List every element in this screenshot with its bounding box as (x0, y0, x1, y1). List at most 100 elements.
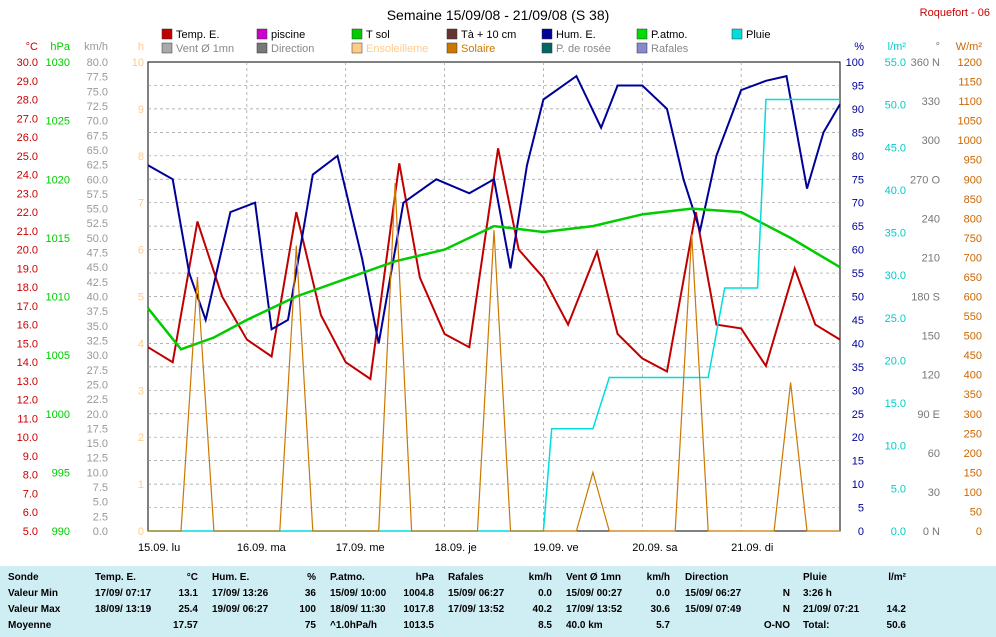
pressure-axis-unit: hPa (50, 41, 70, 53)
stats-header-rain-unit: l/m² (888, 572, 906, 583)
pressure-axis-tick: 1030 (46, 57, 70, 69)
solar-axis-tick: 200 (964, 448, 982, 460)
temp-axis-tick: 23.0 (17, 188, 38, 200)
stats-temp-value: 25.4 (178, 604, 198, 615)
stats-header-rain: Pluie (803, 572, 827, 583)
station-name: Roquefort - 06 (920, 7, 990, 19)
direction-axis-tick: 0 N (923, 526, 940, 538)
wind-axis-tick: 57.5 (87, 189, 108, 201)
temp-axis-tick: 26.0 (17, 132, 38, 144)
humidity-axis-tick: 85 (852, 127, 864, 139)
pressure-axis-tick: 1015 (46, 233, 70, 245)
rain-axis-tick: 0.0 (891, 526, 906, 538)
legend-label: Direction (271, 43, 314, 55)
temp-axis-tick: 10.0 (17, 432, 38, 444)
stats-dir-value: N (782, 604, 790, 615)
pressure-axis-tick: 1005 (46, 350, 70, 362)
legend-label: Solaire (461, 43, 495, 55)
legend-swatch (351, 42, 363, 54)
stats-dir-time: 15/09/ 06:27 (685, 588, 742, 599)
stats-header-wind: Vent Ø 1mn (566, 572, 622, 583)
humidity-axis-tick: 5 (858, 503, 864, 515)
temp-axis-tick: 21.0 (17, 226, 38, 238)
legend-label: T sol (366, 29, 390, 41)
temp-axis-tick: 7.0 (23, 488, 38, 500)
humidity-axis-tick: 35 (852, 362, 864, 374)
wind-axis-tick: 50.0 (87, 233, 108, 245)
statistics-table: Sonde Temp. E. °C Hum. E. % P.atmo. hPa … (0, 566, 996, 637)
humidity-axis-tick: 15 (852, 456, 864, 468)
solar-axis-tick: 1200 (958, 57, 982, 69)
solar-axis-tick: 350 (964, 389, 982, 401)
solar-axis-unit: W/m² (956, 41, 983, 53)
stats-hum-value: 100 (299, 604, 316, 615)
rain-axis-tick: 10.0 (885, 441, 906, 453)
stats-dir-value: N (782, 588, 790, 599)
wind-axis-tick: 30.0 (87, 350, 108, 362)
stats-header-sonde: Sonde (8, 572, 39, 583)
stats-temp-value: 17.57 (172, 620, 198, 631)
stats-header-temp: Temp. E. (95, 572, 136, 583)
day-label: 21.09. di (731, 542, 773, 554)
temp-axis-tick: 20.0 (17, 245, 38, 257)
series-line-temp-e (147, 148, 841, 381)
direction-axis-tick: 300 (922, 135, 940, 147)
sun-axis-tick: 9 (138, 104, 144, 116)
wind-axis-tick: 20.0 (87, 409, 108, 421)
humidity-axis-tick: 100 (846, 57, 864, 69)
pressure-axis-tick: 990 (52, 526, 70, 538)
stats-dir-time: 15/09/ 07:49 (685, 604, 742, 615)
sun-axis-tick: 1 (138, 479, 144, 491)
solar-axis-tick: 1050 (958, 116, 982, 128)
wind-axis-tick: 67.5 (87, 130, 108, 142)
legend-swatch (636, 28, 648, 40)
stats-dir-value: O-NO (763, 620, 790, 631)
solar-axis-tick: 50 (970, 506, 982, 518)
solar-axis-tick: 1000 (958, 135, 982, 147)
temp-axis-tick: 17.0 (17, 301, 38, 313)
wind-axis-tick: 10.0 (87, 467, 108, 479)
stats-rain-value: 14.2 (886, 604, 906, 615)
stats-temp-time: 17/09/ 07:17 (95, 588, 152, 599)
sun-axis-tick: 3 (138, 385, 144, 397)
humidity-axis-tick: 65 (852, 221, 864, 233)
chart-title: Semaine 15/09/08 - 21/09/08 (S 38) (387, 7, 610, 23)
solar-axis-tick: 400 (964, 370, 982, 382)
temp-axis-unit: °C (26, 41, 38, 53)
solar-axis-tick: 150 (964, 467, 982, 479)
humidity-axis-tick: 25 (852, 409, 864, 421)
stats-press-value: 1013.5 (403, 620, 434, 631)
temp-axis-tick: 14.0 (17, 357, 38, 369)
legend-label: Ensoleilleme (366, 43, 428, 55)
stats-wind-time: 15/09/ 00:27 (566, 588, 623, 599)
stats-row-label: Valeur Max (8, 604, 61, 615)
wind-axis-tick: 15.0 (87, 438, 108, 450)
humidity-axis-tick: 95 (852, 80, 864, 92)
pressure-axis-tick: 1020 (46, 174, 70, 186)
temp-axis-tick: 9.0 (23, 451, 38, 463)
wind-axis-tick: 5.0 (93, 497, 108, 509)
legend-label: Hum. E. (556, 29, 596, 41)
stats-gust-value: 0.0 (538, 588, 552, 599)
legend-swatch (541, 42, 553, 54)
sun-axis-tick: 8 (138, 151, 144, 163)
solar-axis-tick: 1150 (958, 77, 982, 89)
stats-header-gust-unit: km/h (528, 572, 552, 583)
stats-header-press-unit: hPa (415, 572, 434, 583)
direction-axis-tick: 60 (928, 448, 940, 460)
humidity-axis-tick: 10 (852, 479, 864, 491)
sun-axis-tick: 0 (138, 526, 144, 538)
temp-axis-tick: 29.0 (17, 76, 38, 88)
legend-label: Tà + 10 cm (461, 29, 516, 41)
stats-wind-time: 40.0 km (566, 620, 603, 631)
humidity-axis-tick: 30 (852, 385, 864, 397)
stats-rain-time: Total: (803, 620, 830, 631)
solar-axis-tick: 450 (964, 350, 982, 362)
day-label: 15.09. lu (138, 542, 180, 554)
temp-axis-tick: 16.0 (17, 320, 38, 332)
day-label: 17.09. me (336, 542, 385, 554)
temp-axis-tick: 25.0 (17, 151, 38, 163)
day-label: 19.09. ve (533, 542, 578, 554)
solar-axis-tick: 300 (964, 409, 982, 421)
humidity-axis-tick: 50 (852, 292, 864, 304)
